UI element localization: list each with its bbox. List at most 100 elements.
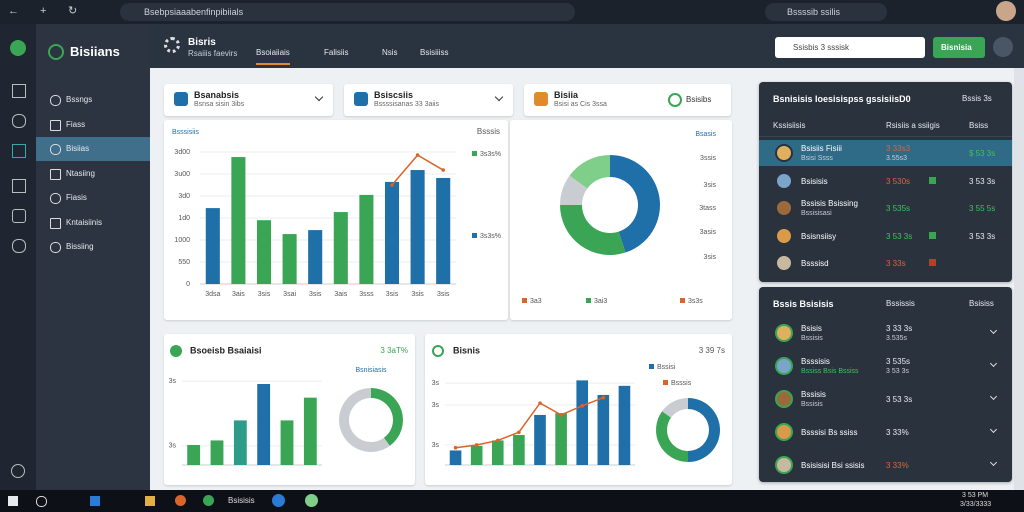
row-name: Bsisisis (801, 176, 828, 186)
filter-card[interactable]: Bsanabsis Bsnsa sisin 3ibs (164, 84, 333, 116)
row-sub: Bssisis (801, 401, 823, 408)
nav-tab[interactable]: Bsisiiiss (420, 48, 449, 57)
filter-note: Bssssisanas 33 3aiis (374, 101, 439, 108)
table-row[interactable]: Bsisisisi Bsi ssisis 3 33% (759, 452, 1012, 478)
nav-item[interactable]: Kntaisiinis (36, 211, 150, 235)
app-logo[interactable] (10, 40, 26, 56)
start-button[interactable] (8, 496, 18, 506)
nav-item[interactable]: Bissiing (36, 235, 150, 259)
donut-segment (688, 398, 720, 462)
bar (210, 440, 224, 465)
filter-card[interactable]: Bsiscsiis Bssssisanas 33 3aiis (344, 84, 513, 116)
y-tick-label: 1000 (174, 237, 190, 244)
nav-icon (50, 193, 61, 204)
donut-segment (560, 205, 626, 255)
back-button[interactable]: ← (8, 5, 19, 17)
line-point (517, 430, 521, 435)
table-row[interactable]: Bssisis Bssisis 3 53 3s (759, 386, 1012, 412)
sidebar: Bisiians Bssngs Fiass Bisiias Ntasiing Fiasi… (36, 24, 150, 490)
bar (205, 208, 220, 284)
forward-button[interactable]: + (40, 5, 47, 17)
row-name: Bssisis Bsissing (801, 199, 858, 208)
line-point (390, 183, 394, 187)
user-avatar[interactable] (993, 37, 1013, 57)
rail-icon[interactable] (12, 239, 26, 253)
task-icon[interactable] (203, 495, 214, 506)
chart: Bsoeisb Bsaiaisi 3 3aT% 3s 3s (169, 345, 408, 466)
row-chevron[interactable] (989, 458, 998, 467)
address-bar[interactable]: Bsebpsiaaabenfinpibiials (120, 3, 575, 21)
nav-tab[interactable]: Nsis (382, 48, 398, 57)
nav-item[interactable]: Bisiias (36, 137, 150, 161)
select-value[interactable]: Bsisibs (686, 95, 712, 104)
side-label: 3sis (704, 254, 717, 261)
column-header: Bssissis (886, 299, 915, 308)
chart-note: 3 39 7s (699, 346, 725, 355)
primary-button[interactable]: Bisnisia (933, 37, 985, 58)
rail-icon[interactable] (12, 84, 26, 98)
rail-icon[interactable] (12, 144, 26, 158)
table-row[interactable]: Bssisis Bsissing Bssisisasi 3 535s 3 55 5s (759, 195, 1012, 221)
nav-item[interactable]: Fiass (36, 113, 150, 137)
dropdown-caret[interactable] (314, 92, 324, 102)
task-icon[interactable] (305, 494, 318, 507)
table-row[interactable]: Bsisnsiisy 3 53 3s 3 53 3s (759, 223, 1012, 249)
bar (256, 220, 272, 284)
row-value: 3 33% (886, 461, 909, 470)
filter-card[interactable]: Bisiia Bsisi as Cis 3ssa Bsisibs (524, 84, 731, 116)
row-chevron[interactable] (989, 392, 998, 401)
nav-item[interactable]: Bssngs (36, 88, 150, 112)
bar (618, 385, 631, 465)
search-icon[interactable] (36, 496, 47, 507)
rail-icon[interactable] (12, 209, 26, 223)
table-row[interactable]: Bsisisis 3 530s 3 53 3s (759, 168, 1012, 194)
bar (280, 420, 294, 465)
donut-segment (662, 398, 688, 418)
table-row[interactable]: Bsssisd 3 33s (759, 250, 1012, 276)
search-box[interactable]: Ssisbis 3 sssisk (775, 37, 925, 58)
header: Bisris Rsaiiis faevirs Ssisbis 3 sssisk … (150, 24, 1024, 68)
nav-tab[interactable]: Falisiis (324, 48, 349, 57)
row-avatar (775, 199, 793, 217)
row-chevron[interactable] (989, 326, 998, 335)
legend-swatch (663, 380, 668, 385)
reload-button[interactable]: ↻ (68, 5, 78, 17)
row-value: 3 530s (886, 176, 911, 186)
nav-item[interactable]: Fiasis (36, 186, 150, 210)
nav-tab[interactable]: Bsoiaiiais (256, 48, 290, 65)
task-app[interactable]: Bsisisis (228, 496, 255, 505)
table-row[interactable]: Bsisiis Fisiii Bsisi Ssss 3 33s3 3.55s3 $ 53… (759, 140, 1012, 166)
table-row[interactable]: Bsisis Bssisis 3 33 3s 3.535s (759, 320, 1012, 346)
chart-title: Bisnis (453, 345, 480, 355)
bar (491, 440, 504, 465)
row-chevron[interactable] (989, 425, 998, 434)
row-right: 3 53 3s (969, 176, 996, 186)
row-name: Bsssisd (801, 259, 829, 268)
table-row[interactable]: Bsssisi Bs ssiss 3 33% (759, 419, 1012, 445)
table-row[interactable]: Bsssisis Bssiss Bsis Bssiss 3 535s 3 53 3s (759, 353, 1012, 379)
nav-label: Fiass (66, 119, 86, 129)
nav-icon (50, 242, 61, 253)
scrollbar[interactable] (1014, 68, 1024, 490)
nav-item[interactable]: Ntasiing (36, 162, 150, 186)
settings-icon[interactable] (11, 464, 25, 478)
row-sub: Bssisis (801, 335, 823, 342)
account-chip[interactable]: Bssssib ssilis (765, 3, 887, 21)
x-tick-label: 3dsa (205, 291, 220, 298)
task-icon[interactable] (175, 495, 186, 506)
rail-icon[interactable] (12, 179, 26, 193)
legend-swatch (522, 298, 527, 303)
bar (359, 194, 374, 284)
profile-avatar[interactable] (996, 1, 1016, 21)
row-chevron[interactable] (989, 359, 998, 368)
nav-label: Bisiias (66, 144, 90, 153)
task-icon[interactable] (90, 496, 100, 506)
dropdown-caret[interactable] (494, 92, 504, 102)
row-avatar (775, 456, 793, 474)
task-icon[interactable] (272, 494, 285, 507)
task-icon[interactable] (145, 496, 155, 506)
donut-segment (371, 388, 403, 446)
rail-icon[interactable] (12, 114, 26, 128)
bar (233, 420, 247, 465)
button-text: Bisnisia (941, 43, 972, 52)
